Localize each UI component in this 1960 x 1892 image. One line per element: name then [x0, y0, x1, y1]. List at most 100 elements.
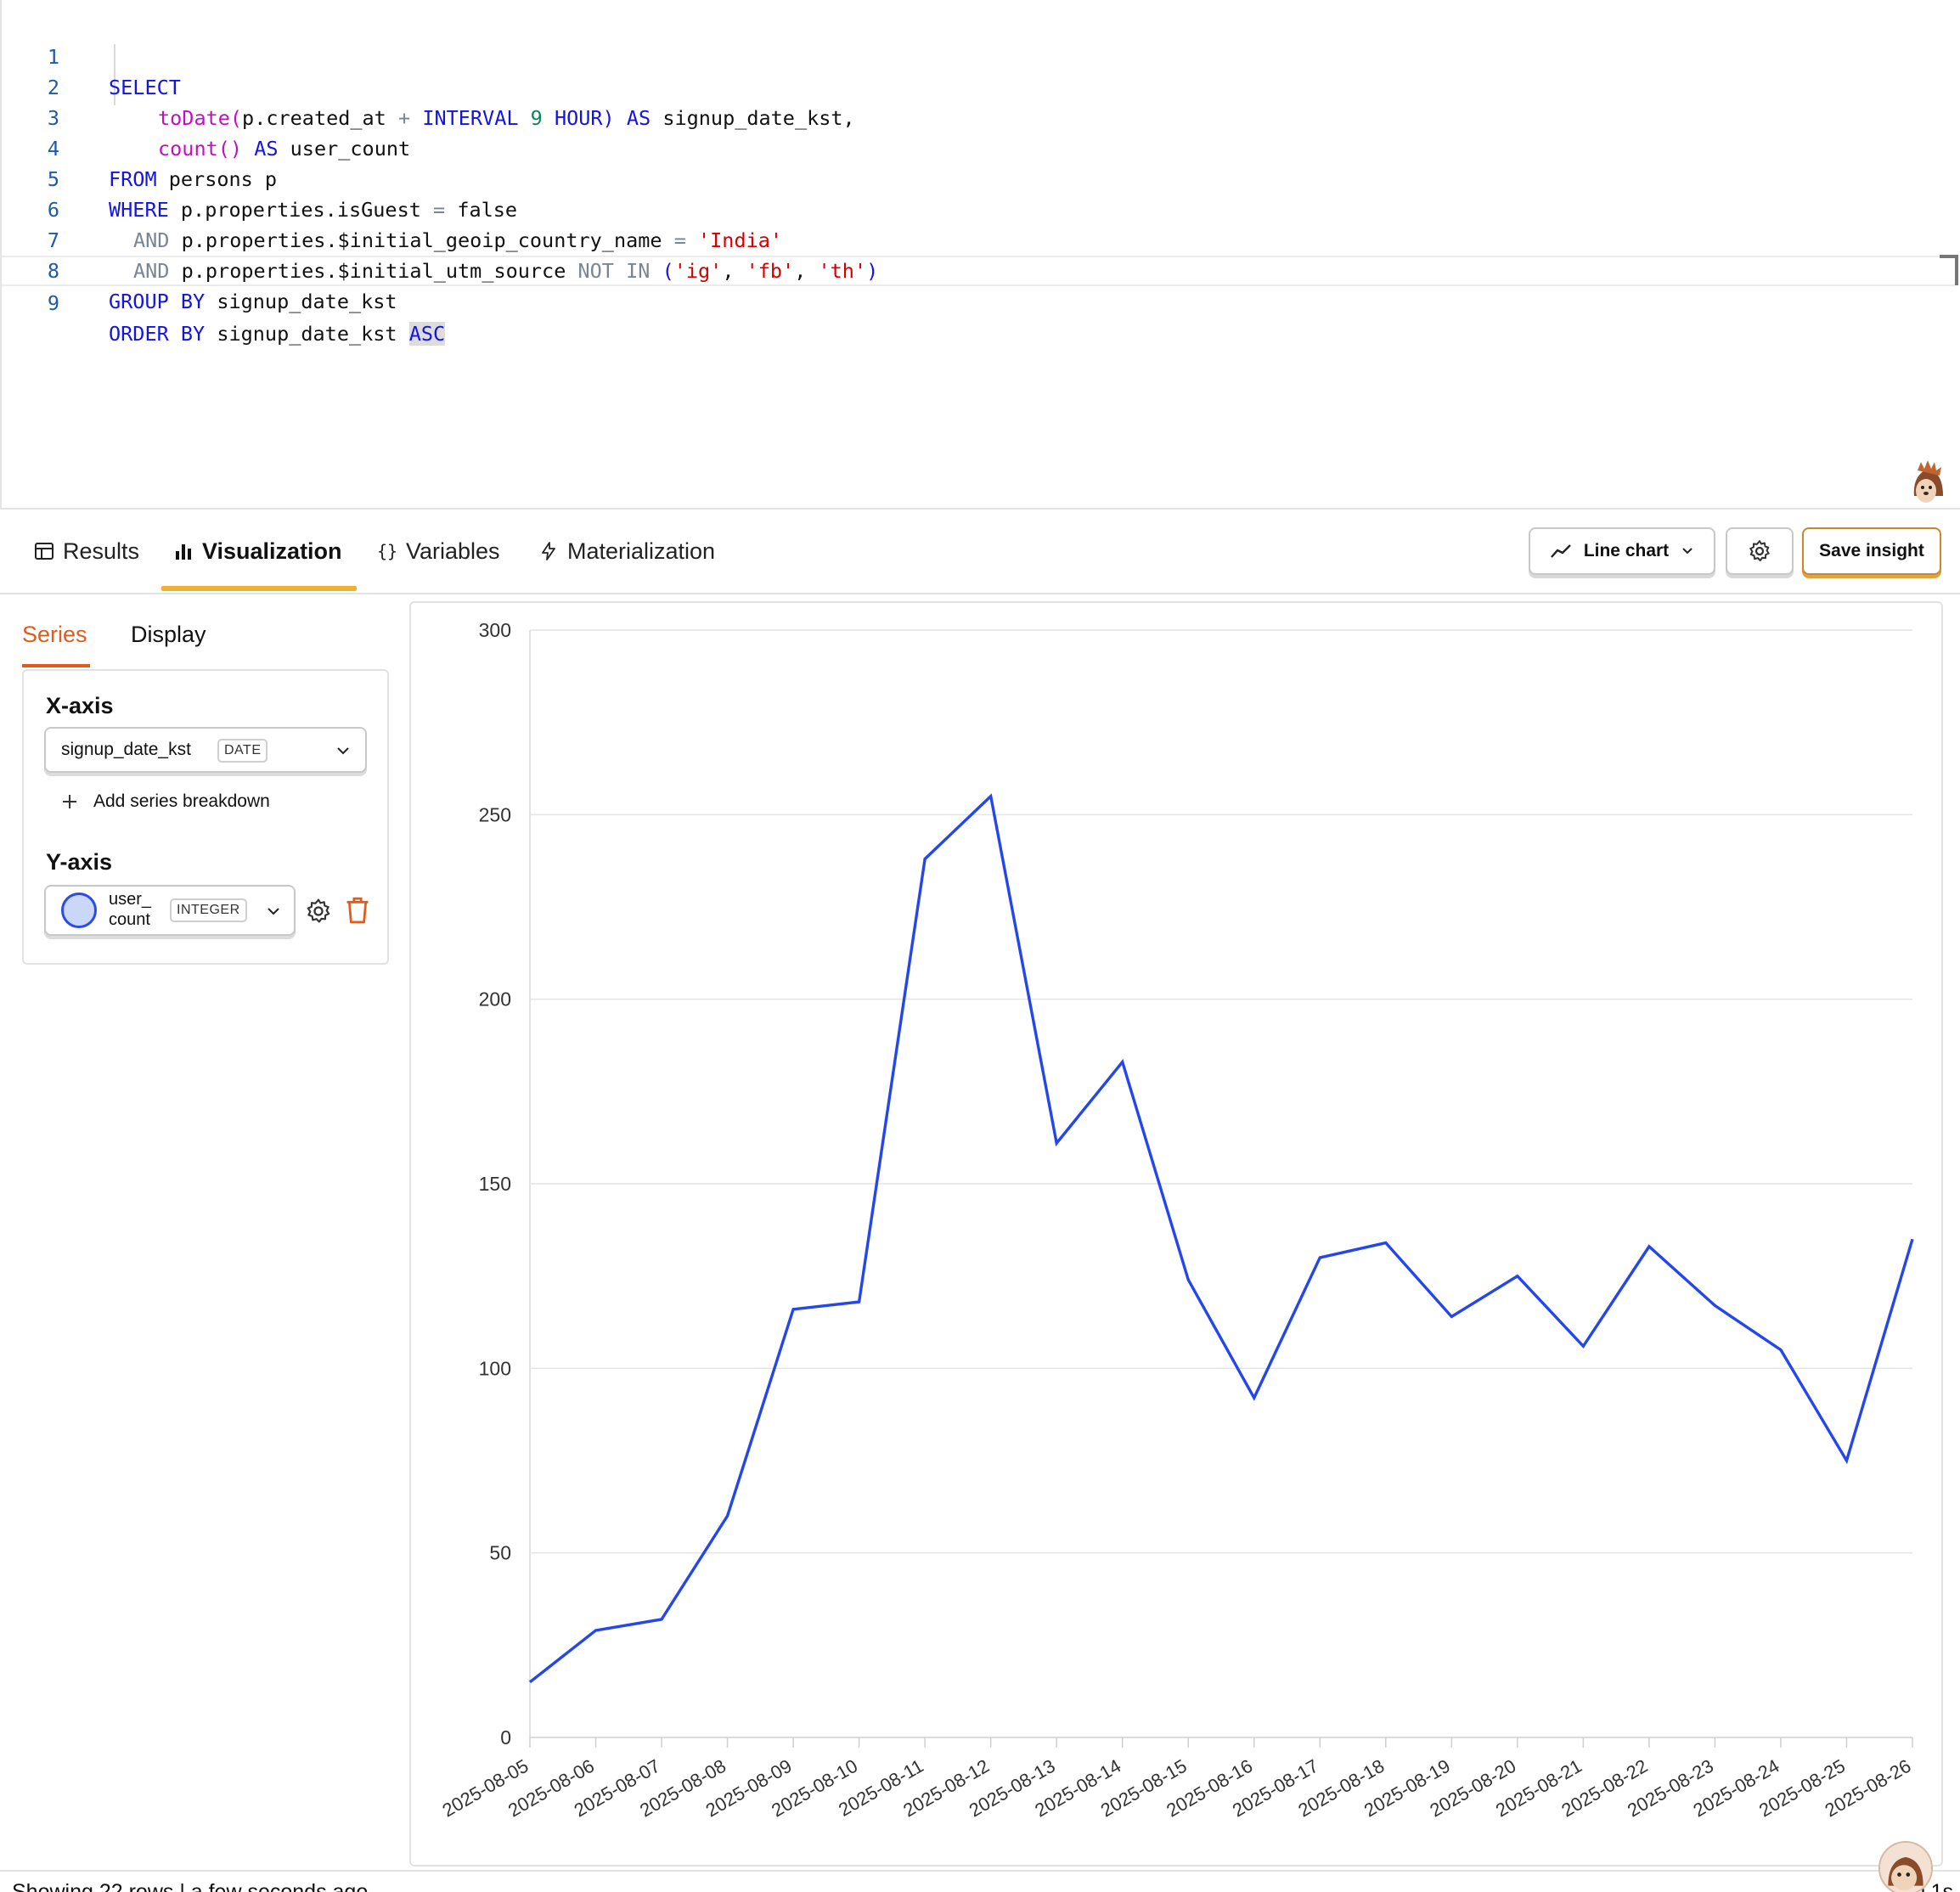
hedgehog-mascot-icon	[1913, 460, 1943, 503]
keyword: FROM	[109, 167, 157, 191]
x-axis-title: X-axis	[46, 693, 114, 718]
operator-token: =	[673, 228, 686, 252]
sql-editor[interactable]: 1 SELECT 2 toDate(p.created_at + INTERVA…	[0, 0, 1960, 510]
line-number: 4	[47, 137, 60, 160]
code-line-2[interactable]: 2 toDate(p.created_at + INTERVAL 9 HOUR)…	[2, 42, 1955, 130]
y-tick-label: 200	[479, 988, 511, 1011]
chart-panel: 0 50 100 150 200 250 300 2025-08-05 2025-08-06 20…	[409, 601, 1943, 1867]
chevron-down-icon	[268, 908, 279, 915]
avatar[interactable]	[1878, 1841, 1933, 1892]
chevron-down-icon	[337, 747, 349, 755]
tab-results[interactable]: Results	[34, 533, 139, 569]
y-column-part: count	[109, 910, 150, 929]
keyword: INTERVAL	[422, 106, 519, 130]
y-tick-label: 0	[500, 1726, 511, 1748]
line-number: 9	[47, 291, 60, 315]
keyword-and: AND	[133, 228, 170, 252]
alias-token: signup_date_kst,	[662, 106, 855, 130]
function-token: count()	[158, 137, 243, 160]
code-line-7[interactable]: 7 AND p.properties.$initial_utm_source N…	[2, 194, 1955, 283]
identifier-token: p	[242, 106, 255, 130]
code-line-1[interactable]: 1 SELECT	[2, 11, 1955, 99]
keyword: ORDER BY	[109, 322, 206, 346]
series-color-swatch[interactable]	[61, 893, 97, 928]
identifier-token: .created_at	[254, 106, 386, 130]
operator-token: +	[398, 106, 411, 130]
code-line-5[interactable]: 5 WHERE p.properties.isGuest = false	[2, 133, 1955, 222]
series-line-user_count	[528, 793, 1914, 1684]
line-chart-icon	[1550, 544, 1571, 558]
string-token: 'th'	[818, 259, 867, 283]
paren-token: )	[866, 259, 879, 283]
y-tick-label: 150	[479, 1173, 511, 1195]
code-line-9[interactable]: 9 ORDER BY signup_date_kst ASC	[2, 256, 1955, 346]
x-axis-column: signup_date_kst	[61, 740, 191, 759]
save-insight-button[interactable]: Save insight	[1802, 527, 1941, 575]
active-tab-indicator	[161, 586, 357, 591]
table-icon	[35, 543, 54, 560]
keyword: HOUR)	[554, 106, 615, 130]
comma-token: ,	[722, 259, 746, 283]
editor-scrollbar[interactable]	[1940, 255, 1960, 289]
keyword: AS	[254, 137, 279, 160]
keyword: AS	[626, 106, 651, 130]
tab-label: Variables	[406, 538, 500, 564]
line-number: 6	[47, 198, 60, 222]
y-tick-label: 250	[479, 803, 511, 825]
series-settings-icon[interactable]	[304, 897, 333, 926]
type-badge: INTEGER	[170, 898, 247, 922]
indent-guide	[114, 44, 115, 105]
x-axis-column-select[interactable]: signup_date_kst DATE	[44, 727, 367, 773]
keyword-and: AND	[133, 259, 170, 283]
identifier-token: signup_date_kst	[217, 290, 397, 313]
y-tick-label: 50	[489, 1542, 511, 1564]
y-axis-column: user_ count	[109, 889, 151, 930]
keyword: GROUP BY	[109, 290, 206, 313]
code-line-8[interactable]: 8 GROUP BY signup_date_kst	[2, 225, 1955, 313]
code-line-6[interactable]: 6 AND p.properties.$initial_geoip_countr…	[2, 164, 1955, 252]
table-token: persons p	[168, 167, 278, 191]
string-token: 'India'	[698, 228, 783, 252]
selected-keyword: ASC	[408, 322, 446, 346]
chart-type-label: Line chart	[1583, 541, 1670, 560]
y-tick-label: 300	[479, 619, 511, 641]
tab-label: Materialization	[567, 538, 716, 564]
string-token: 'fb'	[746, 259, 795, 283]
chart-settings-button[interactable]	[1726, 527, 1794, 575]
series-config-panel: Series Display X-axis signup_date_kst DA…	[0, 596, 408, 1870]
axes-card: X-axis signup_date_kst DATE Add series b…	[22, 669, 389, 965]
add-series-breakdown-button[interactable]: Add series breakdown	[61, 791, 270, 812]
row-count-status: Showing 22 rows | a few seconds ago	[12, 1880, 369, 1892]
tab-series[interactable]: Series	[22, 622, 87, 647]
line-number: 1	[47, 45, 60, 69]
tab-visualization[interactable]: Visualization	[173, 533, 342, 569]
tab-variables[interactable]: {} Variables	[377, 533, 500, 569]
identifier-token: p.properties.isGuest	[180, 198, 421, 222]
active-subtab-indicator	[22, 664, 90, 667]
alias-token: user_count	[290, 137, 411, 160]
result-tabs: Results Visualization {} Variables Mater…	[0, 510, 1960, 594]
function-token: toDate(	[158, 106, 243, 130]
line-number: 3	[47, 106, 60, 130]
tab-label: Results	[63, 538, 140, 564]
y-axis-column-select[interactable]: user_ count INTEGER	[44, 885, 296, 936]
chart-type-select[interactable]: Line chart	[1529, 527, 1715, 575]
comma-token: ,	[794, 259, 819, 283]
trash-icon[interactable]	[343, 895, 372, 926]
chevron-down-icon	[1682, 548, 1692, 555]
tab-materialization[interactable]: Materialization	[538, 533, 715, 569]
tab-display[interactable]: Display	[131, 622, 206, 647]
y-column-part: user_	[109, 890, 152, 909]
code-line-4[interactable]: 4 FROM persons p	[2, 103, 1955, 191]
line-number: 2	[47, 76, 60, 99]
keyword: WHERE	[109, 198, 169, 222]
paren-token: (	[662, 259, 674, 283]
plus-icon	[63, 795, 76, 808]
string-token: 'ig'	[673, 259, 723, 283]
operator-token: =	[433, 198, 446, 222]
gear-icon	[1749, 540, 1770, 561]
code-line-3[interactable]: 3 count() AS user_count	[2, 72, 1955, 160]
number-token: 9	[530, 106, 543, 130]
literal-token: false	[457, 198, 518, 222]
identifier-token: p.properties.$initial_geoip_country_name	[181, 228, 662, 252]
